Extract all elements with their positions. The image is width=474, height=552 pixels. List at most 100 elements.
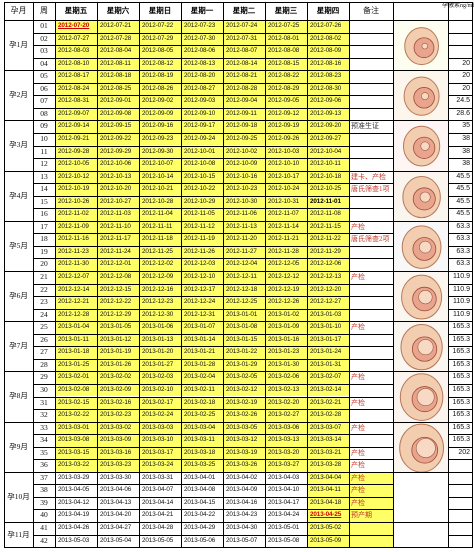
note-cell: 产检: [351, 323, 365, 332]
month-label: 孕6月: [9, 291, 28, 300]
date-cell: 2012-09-08: [97, 107, 139, 121]
date-cell: 2013-05-01: [268, 524, 300, 531]
grid-horizontal: [448, 158, 472, 159]
date-cell: 2012-10-26: [55, 195, 97, 209]
date-cell: 2013-05-03: [58, 536, 90, 544]
date-cell: 2013-02-14: [307, 383, 349, 397]
date-cell: 2013-05-08: [268, 536, 300, 544]
date-cell: 2013-02-08: [55, 383, 97, 397]
date-cell: 2012-09-19: [265, 120, 307, 133]
date-cell: 2013-01-18: [55, 346, 97, 359]
hcg-value: 165.3: [452, 398, 470, 406]
grid-vertical: [181, 2, 182, 548]
date-cell: 2013-05-09: [307, 534, 349, 548]
note-cell: 预产期: [349, 509, 393, 522]
date-cell: 2012-10-20: [97, 183, 139, 196]
date-cell: 2012-08-26: [139, 82, 181, 96]
date-cell: 2013-02-10: [139, 383, 181, 397]
date-cell: 2013-02-11: [181, 383, 223, 397]
date-cell: 2013-03-16: [97, 446, 139, 460]
note-cell: [349, 346, 393, 359]
hcg-value: [448, 509, 472, 522]
date-cell: 2012-12-06: [307, 258, 349, 271]
date-cell: 2012-11-17: [97, 233, 139, 246]
date-cell: 2013-04-29: [184, 524, 216, 531]
date-cell: 2012-11-09: [55, 220, 97, 234]
grid-vertical: [349, 2, 350, 548]
date-cell: 2013-04-15: [184, 498, 216, 506]
week-number: 07: [40, 96, 48, 106]
date-cell: 2012-10-13: [97, 170, 139, 184]
date-cell: 2012-10-10: [265, 158, 307, 171]
date-cell: 2012-09-15: [97, 120, 139, 133]
grid-horizontal: [448, 333, 472, 335]
date-cell: 2013-02-17: [139, 396, 181, 410]
note-cell: [349, 95, 393, 108]
week-number: 23: [40, 297, 48, 307]
grid-horizontal: [448, 45, 472, 46]
date-cell: 2013-02-09: [97, 383, 139, 397]
hcg-value: 38: [462, 160, 470, 168]
date-cell: 2013-01-29: [223, 358, 265, 372]
week-number: 21: [40, 272, 48, 281]
note-cell: 产检: [351, 448, 365, 457]
date-cell: 2012-11-27: [223, 245, 265, 259]
date-cell: 2012-09-26: [265, 132, 307, 146]
hcg-value: 20: [462, 84, 470, 92]
grid-horizontal: [33, 283, 394, 285]
grid-horizontal: [33, 534, 394, 536]
date-cell: 2013-01-05: [97, 321, 139, 334]
grid-horizontal: [33, 346, 394, 347]
week-number: 25: [40, 322, 48, 332]
date-cell: 2012-08-30: [307, 82, 349, 96]
date-cell: 2012-09-07: [55, 107, 97, 121]
hcg-value: 38: [462, 147, 470, 155]
note-cell: [349, 58, 393, 71]
week-number: 35: [40, 447, 48, 457]
grid-horizontal: [33, 145, 394, 146]
week-number: 04: [40, 58, 48, 68]
date-cell: 2013-04-28: [142, 524, 174, 531]
date-cell: 2013-03-03: [139, 421, 181, 435]
fetus-illustration-panel: [393, 321, 448, 372]
date-cell: 2013-02-01: [55, 371, 97, 384]
date-cell: 2013-01-22: [223, 346, 265, 359]
week-number: 08: [40, 108, 48, 118]
date-cell: 2012-07-26: [307, 20, 349, 33]
month-label: 孕3月: [9, 140, 28, 150]
date-cell: 2012-09-23: [139, 132, 181, 146]
week-number: 42: [40, 535, 48, 545]
week-number: 13: [40, 171, 48, 181]
date-cell: 2012-09-29: [97, 145, 139, 159]
hcg-value: 165.3: [452, 373, 470, 381]
date-cell: 2013-03-14: [307, 434, 349, 447]
date-cell: 2012-08-11: [97, 57, 139, 71]
grid-horizontal: [33, 396, 394, 397]
note-cell: [349, 434, 393, 447]
date-cell: 2012-08-17: [55, 70, 97, 83]
date-cell: 2012-11-18: [139, 233, 181, 246]
date-cell: 2013-01-21: [181, 346, 223, 359]
grid-horizontal: [448, 245, 472, 247]
grid-horizontal: [448, 534, 472, 536]
fetus-illustration-panel: [393, 271, 448, 322]
date-cell: 2012-07-25: [265, 20, 307, 33]
date-cell: 2012-09-06: [307, 95, 349, 108]
date-cell: 2013-03-18: [181, 446, 223, 460]
date-cell: 2012-07-22: [139, 20, 181, 33]
grid-horizontal: [33, 258, 394, 259]
week-number: 29: [40, 372, 48, 382]
date-cell: 2013-04-11: [307, 484, 349, 497]
week-number: 02: [40, 33, 48, 43]
date-cell: 2013-01-14: [181, 333, 223, 347]
date-cell: 2012-08-04: [97, 45, 139, 58]
date-cell: 2012-12-19: [265, 283, 307, 297]
date-cell: 2013-04-09: [226, 486, 258, 494]
note-cell: [349, 309, 393, 322]
date-cell: 2012-08-01: [265, 32, 307, 46]
date-cell: 2012-12-23: [139, 296, 181, 309]
date-cell: 2012-07-21: [97, 20, 139, 33]
date-cell: 2013-02-06: [265, 371, 307, 384]
grid-horizontal: [4, 220, 473, 222]
date-cell: 2012-09-02: [139, 95, 181, 108]
